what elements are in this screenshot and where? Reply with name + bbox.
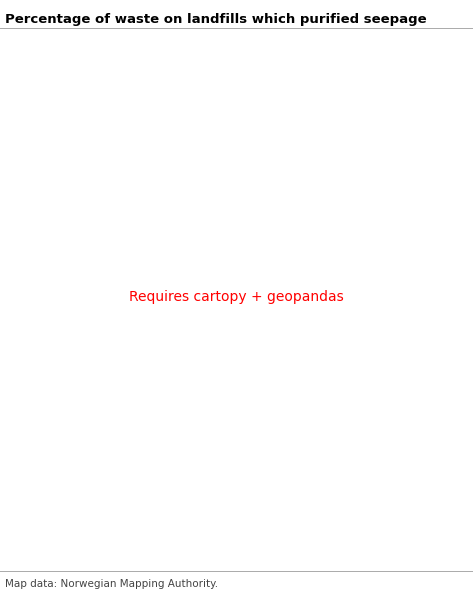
Text: Requires cartopy + geopandas: Requires cartopy + geopandas: [129, 290, 344, 304]
Text: Map data: Norwegian Mapping Authority.: Map data: Norwegian Mapping Authority.: [5, 579, 218, 589]
Text: Percentage of waste on landfills which purified seepage: Percentage of waste on landfills which p…: [5, 12, 426, 26]
